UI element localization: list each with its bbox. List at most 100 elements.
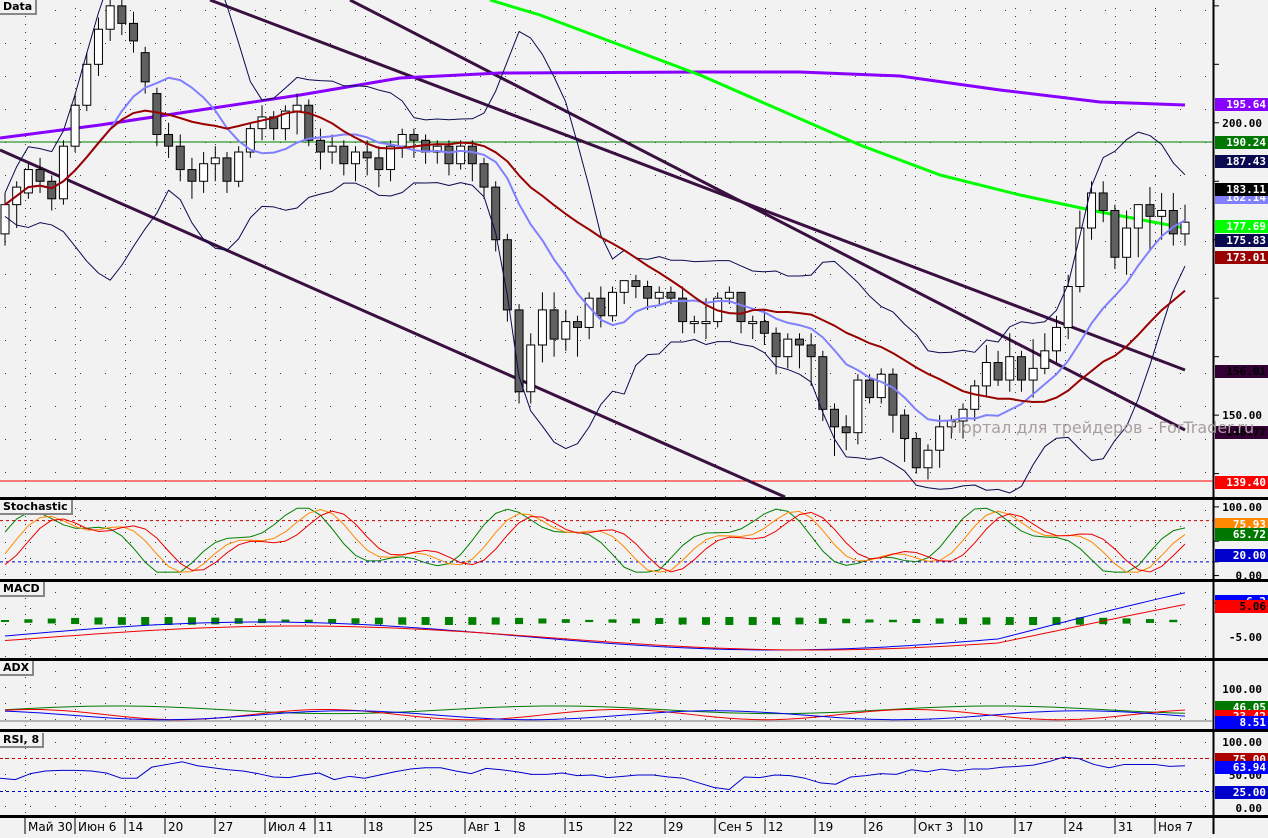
grid-dot	[365, 725, 366, 726]
grid-dot	[915, 524, 916, 525]
grid-dot	[1155, 542, 1156, 543]
price-label-173-01: 173.01	[1226, 251, 1266, 264]
grid-dot	[205, 10, 206, 11]
grid-dot	[230, 542, 231, 543]
adx-label-8-51: 8.51	[1240, 716, 1267, 729]
grid-dot	[430, 742, 431, 743]
grid-dot	[1155, 224, 1156, 225]
grid-dot	[265, 669, 266, 670]
grid-dot	[75, 812, 76, 813]
grid-dot	[1015, 272, 1016, 273]
grid-dot	[1180, 758, 1181, 759]
grid-dot	[665, 384, 666, 385]
grid-dot	[715, 564, 716, 565]
grid-dot	[605, 43, 606, 44]
candle-body	[1040, 350, 1050, 369]
grid-dot	[665, 748, 666, 749]
grid-dot	[430, 542, 431, 543]
grid-dot	[515, 488, 516, 489]
price-label-146-77-bg	[1215, 426, 1268, 439]
grid-dot	[765, 508, 766, 509]
grid-dot	[405, 526, 406, 527]
grid-dot	[1115, 128, 1116, 129]
grid-dot	[25, 56, 26, 57]
grid-dot	[765, 48, 766, 49]
grid-dot	[80, 592, 81, 593]
grid-dot	[1015, 144, 1016, 145]
grid-dot	[815, 654, 816, 655]
grid-dot	[315, 416, 316, 417]
grid-dot	[1015, 288, 1016, 289]
grid-dot	[1005, 758, 1006, 759]
grid-dot	[265, 598, 266, 599]
grid-dot	[765, 280, 766, 281]
grid-dot	[315, 669, 316, 670]
grid-dot	[805, 43, 806, 44]
grid-dot	[415, 516, 416, 517]
grid-dot	[1180, 742, 1181, 743]
grid-dot	[215, 524, 216, 525]
grid-dot	[55, 439, 56, 440]
grid-dot	[665, 200, 666, 201]
grid-dot	[555, 10, 556, 11]
grid-dot	[1155, 558, 1156, 559]
candle-body	[397, 133, 407, 147]
grid-dot	[1065, 556, 1066, 557]
grid-dot	[155, 608, 156, 609]
x-axis-label: Окт 3	[918, 820, 953, 834]
grid-dot	[415, 693, 416, 694]
grid-dot	[455, 340, 456, 341]
grid-dot	[415, 440, 416, 441]
grid-dot	[915, 184, 916, 185]
grid-dot	[215, 654, 216, 655]
grid-dot	[1015, 788, 1016, 789]
grid-dot	[1180, 542, 1181, 543]
grid-dot	[1030, 406, 1031, 407]
grid-dot	[1105, 510, 1106, 511]
sma-darkred-line	[4, 109, 1186, 403]
grid-dot	[155, 687, 156, 688]
grid-dot	[205, 574, 206, 575]
grid-dot	[1115, 432, 1116, 433]
grid-dot	[455, 526, 456, 527]
grid-dot	[965, 64, 966, 65]
grid-dot	[1130, 574, 1131, 575]
grid-dot	[1005, 542, 1006, 543]
grid-dot	[215, 804, 216, 805]
grid-dot	[715, 104, 716, 105]
grid-dot	[715, 440, 716, 441]
grid-dot	[765, 200, 766, 201]
grid-dot	[865, 740, 866, 741]
grid-dot	[315, 606, 316, 607]
grid-dot	[205, 208, 206, 209]
grid-dot	[75, 272, 76, 273]
grid-dot	[705, 274, 706, 275]
grid-dot	[755, 656, 756, 657]
grid-dot	[865, 368, 866, 369]
grid-dot	[1015, 488, 1016, 489]
grid-dot	[765, 780, 766, 781]
grid-dot	[180, 774, 181, 775]
grid-dot	[715, 128, 716, 129]
grid-dot	[780, 774, 781, 775]
grid-dot	[255, 175, 256, 176]
grid-dot	[255, 774, 256, 775]
grid-dot	[615, 88, 616, 89]
grid-dot	[265, 780, 266, 781]
grid-dot	[355, 806, 356, 807]
grid-dot	[555, 608, 556, 609]
grid-dot	[765, 400, 766, 401]
grid-dot	[1065, 248, 1066, 249]
grid-dot	[765, 344, 766, 345]
grid-dot	[330, 510, 331, 511]
grid-dot	[265, 448, 266, 449]
grid-dot	[665, 216, 666, 217]
grid-dot	[765, 208, 766, 209]
grid-dot	[765, 256, 766, 257]
grid-dot	[405, 472, 406, 473]
grid-dot	[880, 10, 881, 11]
grid-dot	[615, 424, 616, 425]
grid-dot	[415, 400, 416, 401]
